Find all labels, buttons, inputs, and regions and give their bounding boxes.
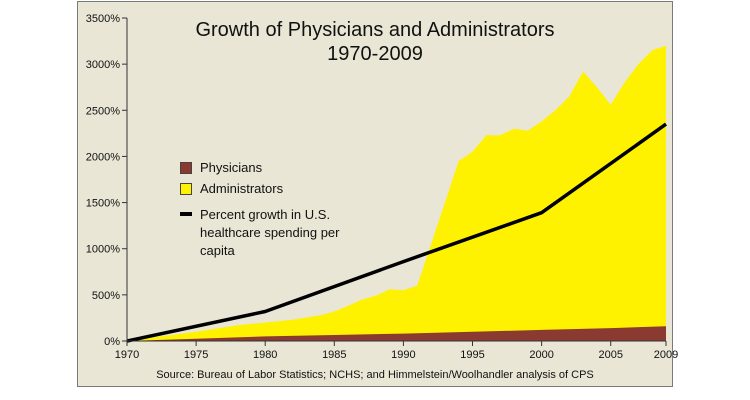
y-tick-label: 2000% (86, 151, 120, 163)
y-tick-label: 500% (92, 290, 120, 302)
physicians-area (127, 326, 666, 341)
legend-label-administrators: Administrators (200, 181, 284, 196)
x-tick-label: 1980 (253, 349, 277, 361)
chart-subtitle: 1970-2009 (327, 43, 423, 65)
legend: Physicians Administrators Percent growth… (180, 160, 370, 258)
legend-label-spending: Percent growth in U.S. healthcare spendi… (200, 207, 340, 258)
source-note: Source: Bureau of Labor Statistics; NCHS… (156, 369, 594, 381)
legend-item-physicians: Physicians (180, 160, 370, 181)
plot-area (126, 45, 668, 343)
legend-swatch-physicians (180, 162, 192, 174)
spending-growth-line (126, 122, 668, 343)
y-tick-label: 1000% (86, 244, 120, 256)
y-tick-label: 3500% (86, 13, 120, 25)
x-tick-label: 2009 (654, 349, 678, 361)
legend-label-physicians: Physicians (200, 160, 263, 175)
y-tick-label: 0% (104, 336, 120, 348)
x-tick-label: 2000 (529, 349, 553, 361)
x-tick-label: 1990 (391, 349, 415, 361)
axes: 0% 500% 1000% 1500% 2000% 2500% 3000% 3500% 1970… (86, 13, 679, 361)
legend-swatch-spending (180, 212, 192, 216)
legend-swatch-administrators (180, 183, 192, 195)
x-tick-label: 1985 (322, 349, 346, 361)
legend-item-spending: Percent growth in U.S. healthcare spendi… (180, 206, 370, 258)
y-tick-label: 3000% (86, 59, 120, 71)
chart-title: Growth of Physicians and Administrators (195, 19, 555, 41)
x-tick-label: 2005 (598, 349, 622, 361)
y-tick-label: 1500% (86, 198, 120, 210)
legend-item-administrators: Administrators (180, 181, 370, 202)
y-tick-label: 2500% (86, 105, 120, 117)
administrators-area (127, 45, 666, 341)
x-tick-label: 1995 (460, 349, 484, 361)
x-tick-label: 1975 (184, 349, 208, 361)
x-tick-label: 1970 (115, 349, 139, 361)
